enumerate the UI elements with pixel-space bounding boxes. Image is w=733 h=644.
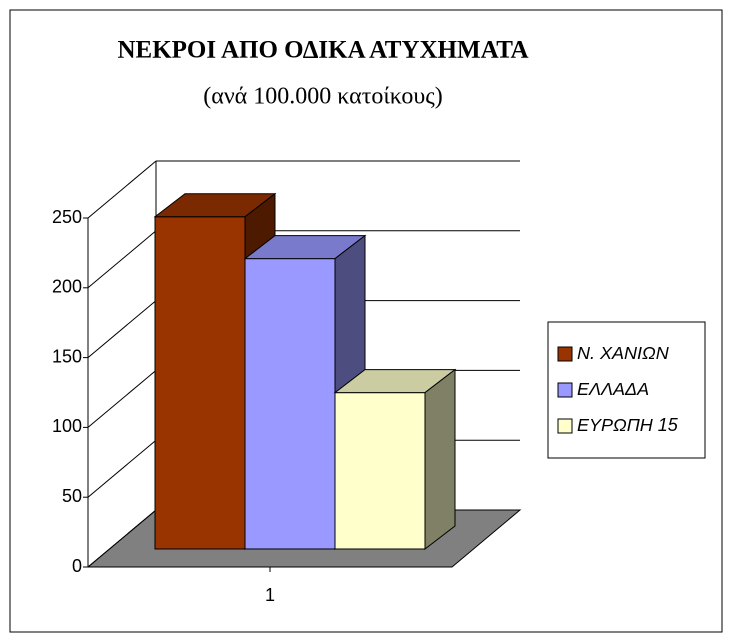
x-tick-label: 1 bbox=[265, 585, 275, 605]
y-tick-label: 100 bbox=[52, 416, 82, 436]
legend-swatch bbox=[557, 382, 573, 398]
grid-line bbox=[87, 509, 157, 568]
grid-line bbox=[87, 230, 157, 289]
grid-line bbox=[87, 300, 157, 358]
legend-label: ΕΛΛΑΔΑ bbox=[577, 379, 649, 399]
y-tick-label: 250 bbox=[52, 207, 82, 227]
legend-swatch bbox=[557, 346, 573, 362]
bar-front bbox=[244, 258, 336, 550]
chart-title: ΝΕΚΡΟΙ ΑΠΟ ΟΔΙΚΑ ΑΤΥΧΗΜΑΤΑ bbox=[117, 37, 528, 64]
y-tick-label: 150 bbox=[52, 346, 82, 366]
y-tick-label: 200 bbox=[52, 277, 82, 297]
legend-swatch bbox=[557, 418, 573, 434]
bar-side bbox=[424, 368, 456, 551]
legend-label: ΕΥΡΩΠΗ 15 bbox=[577, 415, 679, 435]
grid-line bbox=[87, 439, 157, 498]
chart-subtitle: (ανά 100.000 κατοίκους) bbox=[203, 84, 443, 110]
legend-box bbox=[547, 321, 706, 459]
y-tick-label: 0 bbox=[72, 556, 82, 576]
legend-label: Ν. ΧΑΝΙΩΝ bbox=[577, 343, 670, 363]
grid-line bbox=[87, 160, 157, 219]
y-tick-label: 50 bbox=[62, 486, 82, 506]
bar-front bbox=[154, 216, 246, 550]
bar-front bbox=[334, 392, 426, 550]
grid-line bbox=[87, 370, 157, 428]
